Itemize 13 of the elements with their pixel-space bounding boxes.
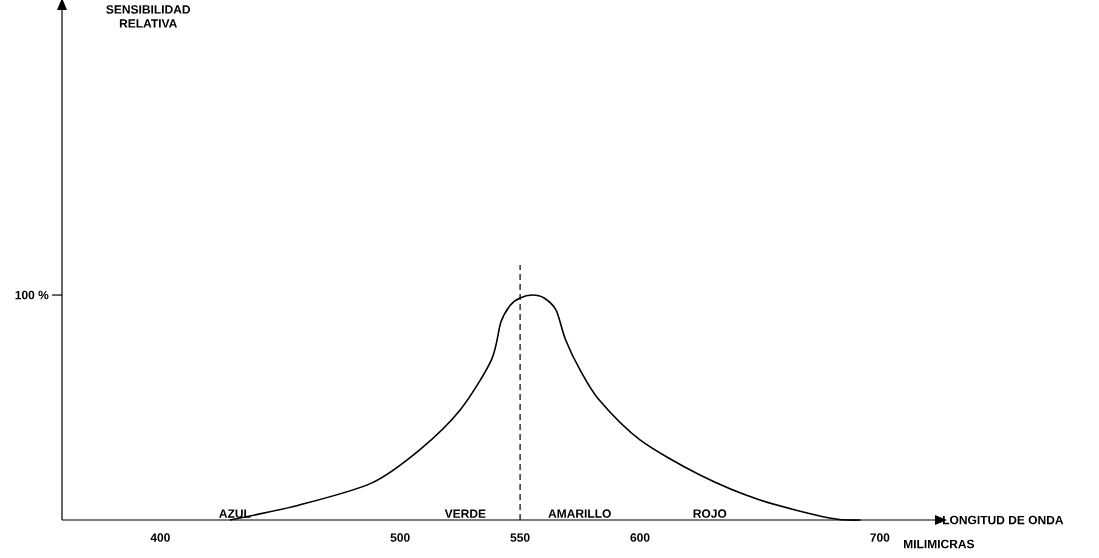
x-tick-label: 500 [390,533,410,542]
text: 100 % [15,290,49,300]
x-axis-title: LONGITUD DE ONDA [943,515,1064,525]
text: MILIMICRAS [904,539,975,549]
x-tick-label: 400 [150,533,170,542]
annotation: ROJO [693,509,727,518]
annotation: AMARILLO [548,509,611,518]
x-tick-label: 700 [870,533,890,542]
x-tick-label: 550 [510,533,530,542]
x-tick-label: 600 [630,533,650,542]
text: SENSIBILIDAD RELATIVA [106,5,191,28]
annotation: VERDE [444,509,486,518]
annotation: AZUL [219,509,251,518]
